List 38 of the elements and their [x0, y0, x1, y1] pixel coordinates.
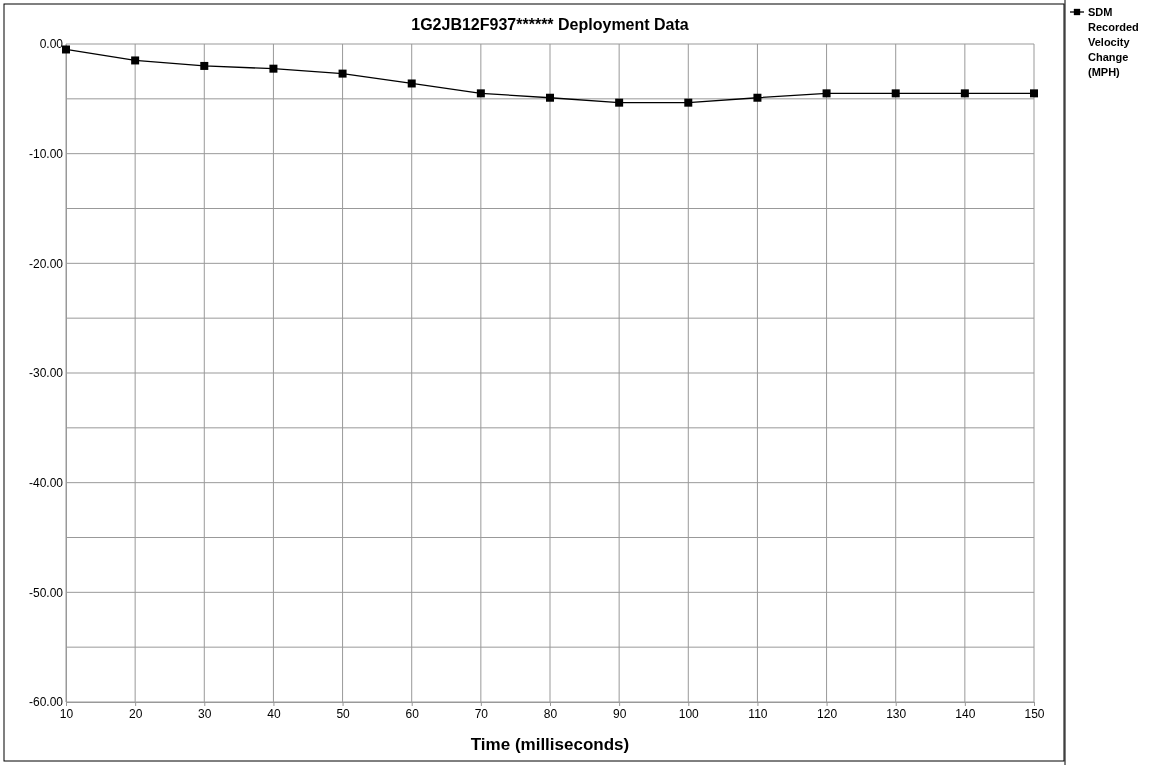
- x-tick-label: 90: [612, 706, 627, 721]
- x-tick-label: 30: [198, 706, 212, 721]
- x-axis-title: Time (milliseconds): [470, 735, 630, 754]
- point: [269, 64, 278, 73]
- y-tick-label: -50.00: [28, 585, 64, 600]
- x-tick-label: 100: [678, 706, 700, 721]
- x-tick-label: 120: [817, 706, 838, 721]
- x-tick-label: 50: [336, 706, 351, 721]
- x-tick-label: 140: [955, 706, 976, 721]
- legend-label: SDM Recorded Velocity Change (MPH): [1088, 6, 1139, 78]
- x-tick-label: 40: [267, 706, 281, 721]
- point: [338, 69, 347, 78]
- point: [1030, 89, 1038, 98]
- point: [960, 89, 969, 98]
- point: [546, 93, 554, 102]
- point: [615, 98, 624, 107]
- point: [131, 56, 140, 65]
- point: [476, 89, 485, 98]
- y-tick-label: -30.00: [28, 366, 64, 381]
- y-tick-label: -10.00: [28, 147, 64, 162]
- x-tick-label: 150: [1024, 706, 1045, 721]
- y-tick-label: -20.00: [28, 256, 64, 271]
- point: [822, 89, 831, 98]
- x-tick-label: 60: [405, 706, 420, 721]
- x-tick-label: 70: [474, 706, 489, 721]
- point: [407, 79, 416, 88]
- chart-title: 1G2JB12F937****** Deployment Data: [411, 16, 689, 33]
- point: [200, 61, 209, 70]
- point: [684, 98, 693, 107]
- y-tick-label: -40.00: [28, 476, 64, 491]
- x-tick-label: 110: [748, 706, 768, 721]
- y-tick-label: 0.00: [39, 37, 64, 52]
- point: [62, 45, 70, 54]
- point: [753, 93, 762, 102]
- point: [891, 89, 900, 98]
- x-tick-label: 130: [886, 706, 907, 721]
- x-tick-label: 20: [128, 706, 143, 721]
- x-tick-label: 80: [543, 706, 558, 721]
